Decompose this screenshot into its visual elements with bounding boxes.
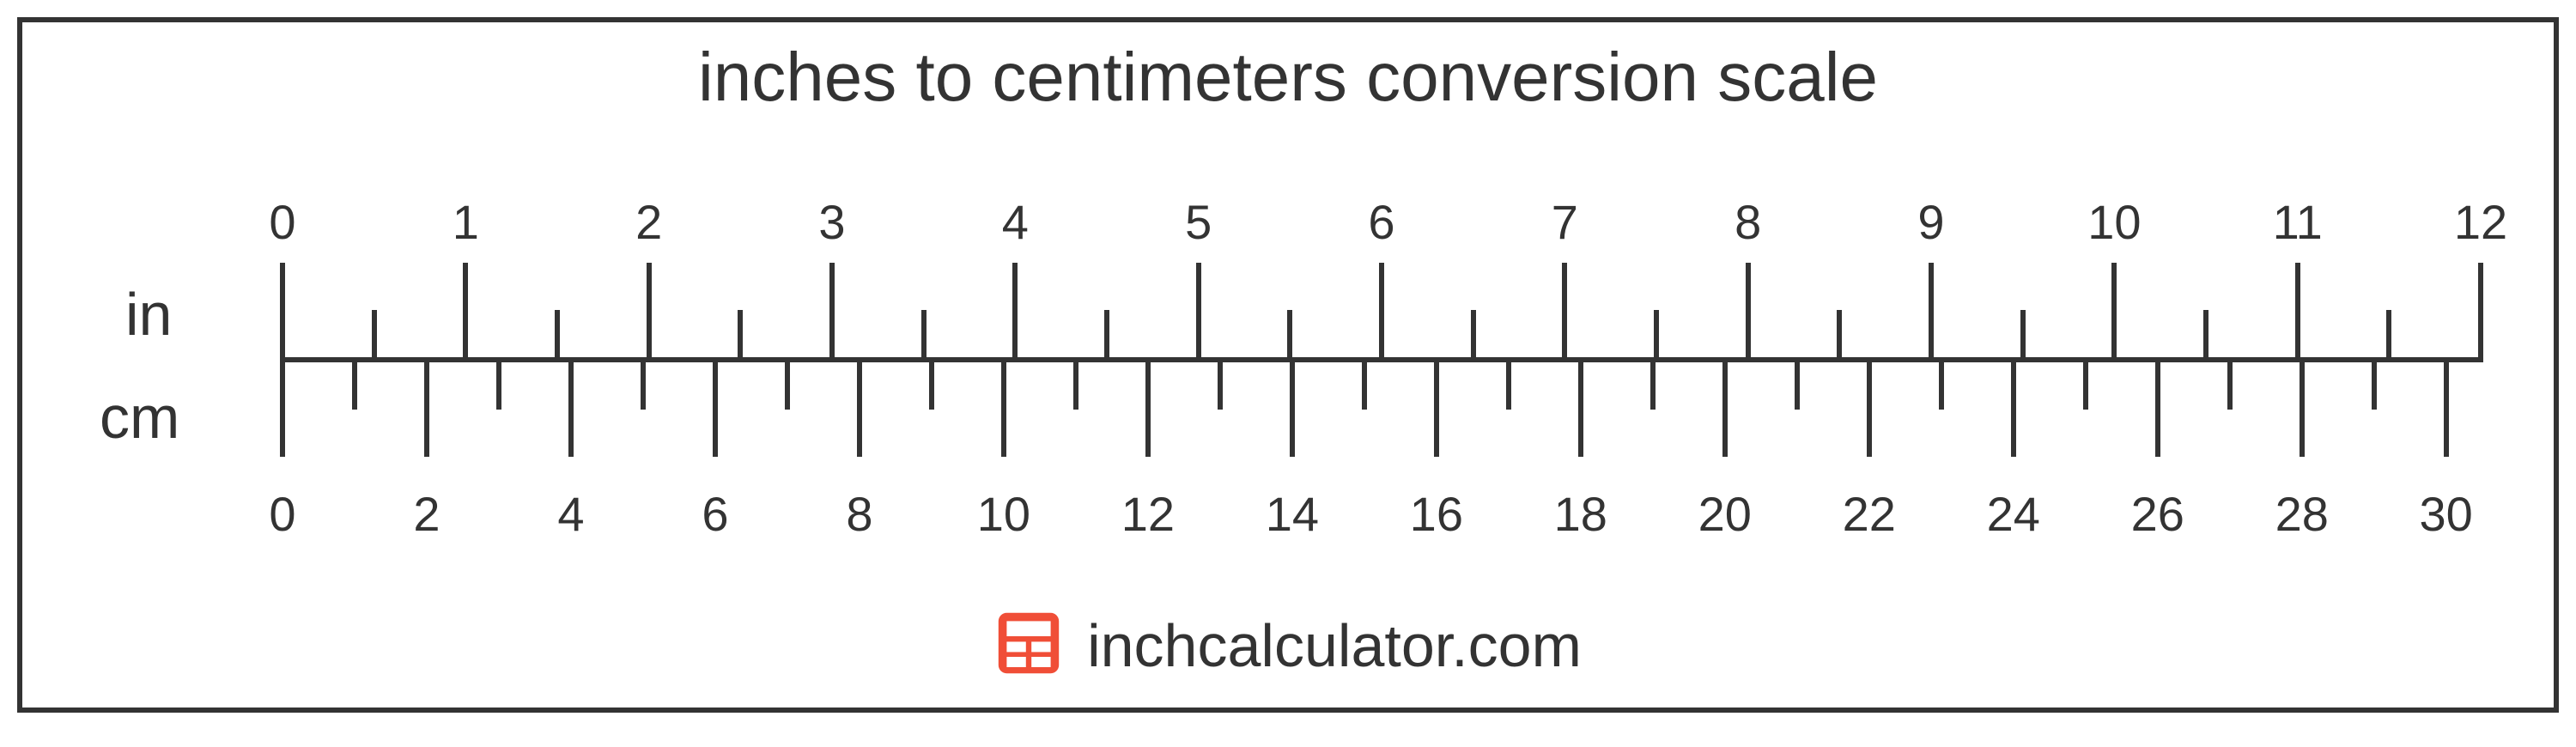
cm-tick-label: 24 [1987,486,2040,542]
tick-major [857,362,862,457]
tick-minor [372,310,377,357]
in-tick-label: 2 [635,194,662,250]
tick-major [1196,263,1201,357]
cm-tick-label: 26 [2131,486,2184,542]
tick-major [1929,263,1934,357]
tick-major [280,362,285,457]
tick-major [1434,362,1439,457]
tick-major [647,263,652,357]
tick-major [2155,362,2160,457]
footer-text: inchcalculator.com [1087,611,1582,680]
in-tick-label: 9 [1917,194,1944,250]
tick-major [1562,263,1567,357]
in-tick-label: 11 [2273,194,2323,250]
in-tick-label: 4 [1002,194,1029,250]
tick-major [1578,362,1583,457]
tick-minor [2203,310,2208,357]
in-tick-label: 10 [2087,194,2141,250]
unit-label-in: in [125,280,172,349]
tick-minor [785,362,790,410]
ruler-baseline [280,357,2483,362]
in-tick-label: 6 [1368,194,1394,250]
tick-major [1722,362,1728,457]
tick-major [2444,362,2449,457]
tick-minor [2020,310,2026,357]
footer: inchcalculator.com [22,609,2554,682]
tick-minor [352,362,357,410]
in-tick-label: 3 [818,194,845,250]
tick-major [2478,263,2483,357]
cm-tick-label: 30 [2420,486,2473,542]
tick-minor [1795,362,1800,410]
tick-major [1379,263,1384,357]
tick-minor [1506,362,1511,410]
cm-tick-label: 18 [1554,486,1607,542]
in-tick-label: 0 [269,194,295,250]
tick-major [1746,263,1751,357]
tick-minor [1654,310,1659,357]
cm-tick-label: 10 [977,486,1030,542]
cm-tick-label: 28 [2275,486,2329,542]
in-tick-label: 8 [1735,194,1761,250]
tick-minor [2386,310,2391,357]
tick-major [1290,362,1295,457]
ruler-scale: 0123456789101112024681012141618202224262… [280,22,2478,709]
tick-minor [1287,310,1292,357]
cm-tick-label: 6 [702,486,728,542]
tick-major [2111,263,2117,357]
tick-minor [2227,362,2233,410]
tick-major [1001,362,1006,457]
tick-major [2295,263,2300,357]
tick-minor [1837,310,1842,357]
tick-minor [1471,310,1476,357]
cm-tick-label: 12 [1121,486,1175,542]
tick-minor [1104,310,1109,357]
tick-major [2300,362,2305,457]
tick-minor [1218,362,1223,410]
cm-tick-label: 16 [1410,486,1463,542]
tick-minor [929,362,934,410]
tick-major [1145,362,1151,457]
cm-tick-label: 4 [557,486,584,542]
tick-major [424,362,429,457]
tick-minor [2083,362,2088,410]
tick-major [568,362,574,457]
tick-major [463,263,468,357]
tick-major [2011,362,2016,457]
in-tick-label: 12 [2454,194,2507,250]
in-tick-label: 5 [1185,194,1212,250]
cm-tick-label: 20 [1698,486,1752,542]
tick-minor [738,310,743,357]
tick-major [829,263,835,357]
in-tick-label: 7 [1552,194,1578,250]
tick-minor [641,362,646,410]
tick-major [1867,362,1872,457]
tick-minor [555,310,560,357]
tick-minor [1650,362,1656,410]
cm-tick-label: 0 [269,486,295,542]
cm-tick-label: 22 [1843,486,1896,542]
tick-minor [1073,362,1078,410]
tick-minor [1939,362,1944,410]
unit-label-cm: cm [100,383,179,452]
tick-major [713,362,718,457]
cm-tick-label: 2 [413,486,440,542]
tick-minor [1362,362,1367,410]
cm-tick-label: 14 [1266,486,1319,542]
tick-major [1012,263,1018,357]
tick-major [280,263,285,357]
cm-tick-label: 8 [846,486,872,542]
in-tick-label: 1 [453,194,479,250]
tick-minor [496,362,501,410]
calculator-icon [994,609,1063,682]
diagram-frame: inches to centimeters conversion scale i… [17,17,2559,713]
tick-minor [2372,362,2377,410]
tick-minor [921,310,927,357]
